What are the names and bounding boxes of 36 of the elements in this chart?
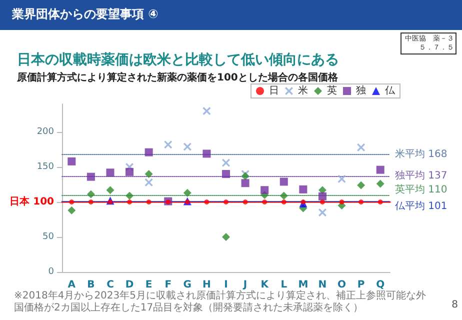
text: ※2018年4月から2023年5月に収載され原価計算方式により算定され、補正上参照可能な外国価格が2カ国以上存在した17品目を対象（開発要請された未承認薬を除く） <box>14 290 426 314</box>
y-tick-label: 200 <box>36 127 54 137</box>
x-tick-label: F <box>164 280 172 290</box>
x-tick-label: P <box>357 280 365 290</box>
y-tick-label: 50 <box>42 232 54 242</box>
x-tick-label: H <box>202 280 211 290</box>
x-tick-label: J <box>242 280 248 290</box>
x-tick-label: A <box>68 280 76 290</box>
chart-subtitle: 原価計算方式により算定された新薬の薬価を100とした場合の各国価格 <box>16 72 339 84</box>
x-tick-label: M <box>298 280 308 290</box>
x-tick-label: I <box>224 280 228 290</box>
x-tick-label: L <box>280 280 288 290</box>
ref-line-label: 独平均 137 <box>395 170 448 182</box>
legend-label: 英 <box>327 84 337 96</box>
legend-label: 独 <box>356 84 366 96</box>
chart-title: 日本の収載時薬価は欧米と比較して低い傾向にある <box>17 52 339 68</box>
legend-label: 米 <box>298 84 308 96</box>
x-tick-label: D <box>125 280 134 290</box>
x-tick-label: G <box>183 280 192 290</box>
ref-line-label: 米平均 168 <box>395 148 448 160</box>
y-tick-label: 0 <box>48 267 54 277</box>
text: 8 <box>452 300 458 310</box>
legend-label: 仏 <box>384 86 396 96</box>
x-tick-label: K <box>260 280 270 290</box>
ref-line-label: 仏平均 101 <box>394 200 448 212</box>
x-tick-label: B <box>87 280 95 290</box>
y-tick-label: 150 <box>36 162 54 172</box>
x-tick-label: O <box>338 280 346 290</box>
x-tick-label: C <box>106 280 114 290</box>
ref-line-label: 英平均 110 <box>395 184 448 196</box>
x-tick-label: Q <box>376 280 385 290</box>
x-tick-label: N <box>318 280 327 290</box>
text: 業界団体からの要望事項 ④ <box>11 7 158 21</box>
x-tick-label: E <box>145 280 152 290</box>
legend-label: 日 <box>269 86 279 96</box>
ref-line-label: 日本 100 <box>10 196 54 208</box>
